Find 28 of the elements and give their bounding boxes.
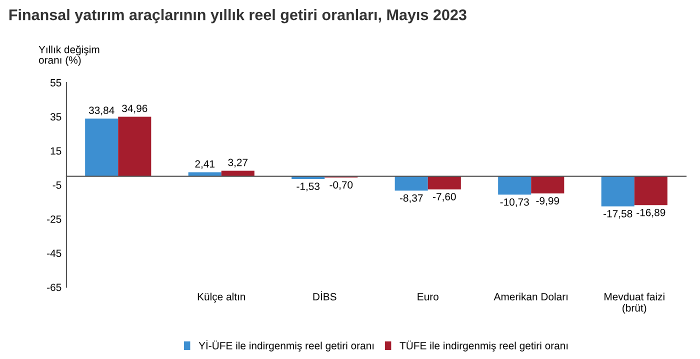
data-label: -9,99 <box>536 197 560 206</box>
data-label: -7,60 <box>432 193 456 202</box>
y-tick-label: 15 <box>50 147 62 155</box>
data-label: -17,58 <box>604 210 632 219</box>
legend-label: Yİ-ÜFE ile indirgenmiş reel getiri oranı <box>198 340 374 352</box>
y-tick-label: -25 <box>47 215 62 223</box>
y-tick-label: 55 <box>50 79 62 86</box>
y-tick-label: -65 <box>47 284 62 292</box>
data-label: 34,96 <box>122 104 148 114</box>
legend-label: TÜFE ile indirgenmiş reel getiri oranı <box>400 340 568 352</box>
y-axis-title: Yıllık değişim oranı (%) <box>38 45 100 66</box>
data-label: -10,73 <box>500 198 529 207</box>
data-label: -16,89 <box>636 208 666 218</box>
data-label: -8,37 <box>400 194 423 203</box>
x-tick-label: DİBS <box>313 291 336 300</box>
data-label: -1,53 <box>296 182 320 192</box>
y-tick-label: -5 <box>52 181 62 189</box>
x-tick-label: Amerikan Doları <box>494 292 568 300</box>
data-label: -0,70 <box>330 181 353 190</box>
x-tick-label: Euro <box>418 293 438 300</box>
x-tick-label: Mevduat faizi (brüt) <box>604 292 664 314</box>
chart-title: Finansal yatırım araçlarının yıllık reel getiri oranları, Mayıs 2023 <box>9 9 466 24</box>
data-label: 33,84 <box>88 106 114 116</box>
y-tick-label: 35 <box>50 113 62 121</box>
y-tick-label: -45 <box>47 250 62 257</box>
data-label: 3,27 <box>228 158 248 168</box>
data-label: 2,41 <box>195 160 214 169</box>
x-tick-label: Külçe altın <box>198 292 246 303</box>
